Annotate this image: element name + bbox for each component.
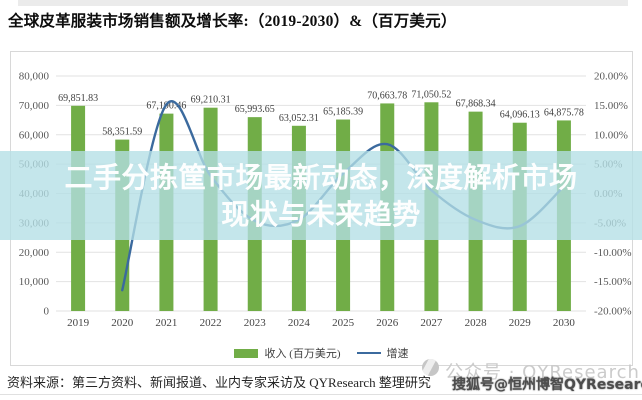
- x-axis-label: 2026: [376, 317, 399, 329]
- right-axis-tick: 15.00%: [594, 100, 628, 112]
- x-axis-label: 2024: [288, 317, 311, 329]
- bar-value-label: 65,993.65: [235, 104, 275, 115]
- bar-value-label: 58,351.59: [102, 127, 142, 138]
- x-axis-label: 2022: [200, 317, 222, 329]
- x-axis-label: 2019: [67, 317, 90, 329]
- bar-value-label: 63,052.31: [279, 113, 319, 124]
- left-axis-tick: 70,000: [19, 100, 50, 112]
- watermark-sohu-account: 搜狐号@恒州博智QYResearch: [452, 377, 642, 393]
- right-axis-tick: -10.00%: [594, 247, 632, 259]
- legend-revenue-label: 收入 (百万美元): [264, 348, 341, 360]
- left-axis-tick: 10,000: [19, 276, 50, 288]
- bar-value-label: 65,185.39: [323, 107, 363, 118]
- bottom-divider: [0, 394, 642, 395]
- chart-legend: 收入 (百万美元) 增速: [11, 344, 632, 362]
- right-axis-tick: -20.00%: [594, 306, 632, 318]
- x-axis-label: 2030: [553, 317, 576, 329]
- x-axis-label: 2027: [420, 317, 443, 329]
- right-axis-tick: 20.00%: [594, 71, 628, 83]
- bar-value-label: 70,663.78: [367, 90, 407, 101]
- x-axis-label: 2021: [155, 317, 177, 329]
- chart-title: 全球皮革服装市场销售额及增长率:（2019-2030）&（百万美元）: [8, 13, 457, 30]
- legend-growth-label: 增速: [386, 348, 409, 360]
- qyresearch-logo-icon: [422, 359, 439, 376]
- x-axis-label: 2020: [111, 317, 134, 329]
- bar-value-label: 64,096.13: [500, 110, 540, 121]
- x-axis-label: 2023: [244, 317, 267, 329]
- left-axis-tick: 0: [44, 306, 50, 318]
- headline-overlay-banner: 二手分拣筐市场最新动态，深度解析市场 现状与未来趋势: [0, 151, 642, 240]
- bar-value-label: 64,875.78: [544, 107, 584, 118]
- data-source-note: 资料来源：第三方资料、新闻报道、业内专家采访及 QYResearch 整理研究: [7, 375, 431, 390]
- x-axis-label: 2025: [332, 317, 355, 329]
- legend-revenue-swatch: [234, 348, 259, 358]
- legend-growth-swatch: [356, 351, 381, 355]
- bar-value-label: 67,868.34: [456, 99, 496, 110]
- right-axis-tick: -15.00%: [594, 276, 632, 288]
- bar-value-label: 71,050.52: [411, 89, 451, 100]
- x-axis-label: 2028: [465, 317, 488, 329]
- bar-value-label: 69,210.31: [191, 95, 231, 106]
- headline-line-2: 现状与未来趋势: [221, 197, 421, 231]
- left-axis-tick: 80,000: [19, 71, 50, 83]
- right-axis-tick: 10.00%: [594, 129, 628, 141]
- watermark-public-account: 公众号 · QYResearch: [445, 362, 640, 383]
- top-strip: [18, 0, 628, 6]
- left-axis-tick: 60,000: [19, 129, 50, 141]
- headline-line-1: 二手分拣筐市场最新动态，深度解析市场: [64, 160, 578, 194]
- left-axis-tick: 20,000: [19, 247, 50, 259]
- x-axis-label: 2029: [509, 317, 532, 329]
- bar-value-label: 69,851.83: [58, 93, 98, 104]
